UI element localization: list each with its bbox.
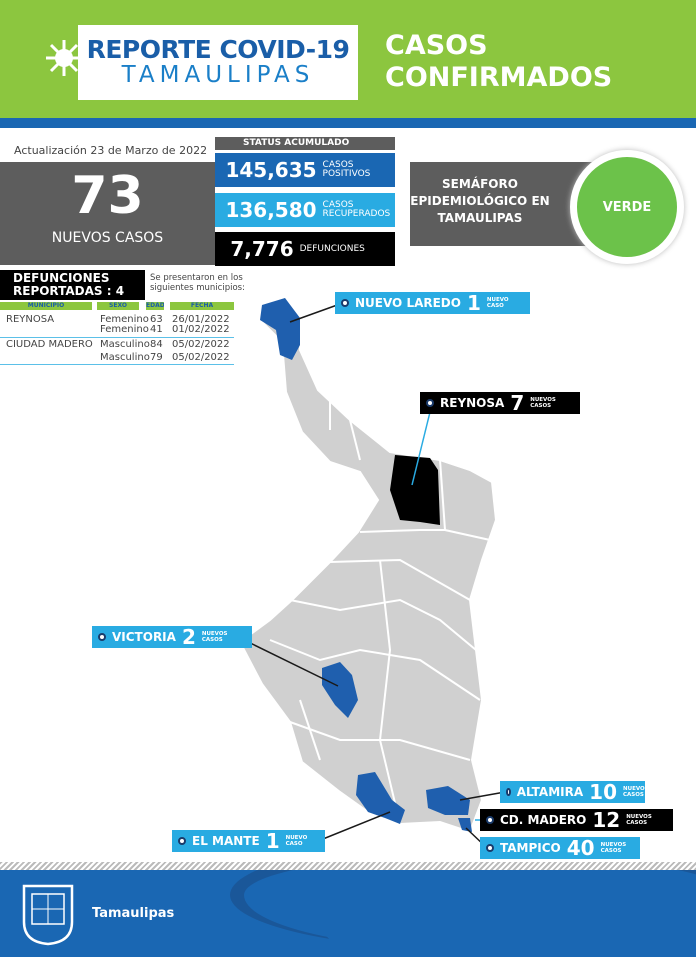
table-cell: 05/02/2022 — [172, 339, 230, 350]
stat-label: CASOS RECUPERADOS — [322, 200, 391, 219]
state-seal-icon — [22, 884, 74, 946]
table-cell: 05/02/2022 — [172, 352, 230, 363]
map-label-victoria: VICTORIA 2 NUEVOS CASOS — [92, 625, 252, 649]
case-count: 1 — [466, 291, 481, 315]
municipality-name: TAMPICO — [500, 841, 561, 855]
case-unit: NUEVOS CASOS — [530, 397, 556, 409]
case-count: 2 — [181, 625, 196, 649]
update-date: Actualización 23 de Marzo de 2022 — [14, 144, 208, 157]
case-unit: NUEVO CASO — [486, 297, 509, 309]
case-unit: NUEVO CASO — [285, 835, 308, 847]
col-fecha: FECHA DEFUNCIÓN — [170, 302, 234, 310]
new-cases-label: NUEVOS CASOS — [51, 230, 164, 246]
pin-icon — [486, 844, 494, 852]
municipality-name: ALTAMIRA — [516, 785, 584, 799]
deaths-title-line2: REPORTADAS : 4 — [13, 284, 125, 298]
title-line2: CONFIRMADOS — [385, 62, 613, 93]
map-label-reynosa: REYNOSA 7 NUEVOS CASOS — [420, 391, 580, 415]
title-line1: CASOS — [385, 30, 488, 61]
col-sexo: SEXO — [97, 302, 139, 310]
table-cell: Femenino — [100, 314, 149, 325]
region-el-mante — [356, 772, 405, 824]
status-title: STATUS ACUMULADO — [215, 137, 395, 150]
case-unit: NUEVOS CASOS — [201, 631, 228, 643]
table-cell: REYNOSA — [6, 314, 55, 325]
pin-icon — [341, 299, 349, 307]
municipality-name: REYNOSA — [440, 396, 505, 410]
table-cell: 01/02/2022 — [172, 324, 230, 335]
case-count: 12 — [592, 808, 621, 832]
municipality-name: NUEVO LAREDO — [355, 296, 461, 310]
table-cell: 63 — [150, 314, 163, 325]
deaths-title: DEFUNCIONES REPORTADAS : 4 — [0, 270, 145, 300]
municipality-name: EL MANTE — [192, 834, 260, 848]
semaforo-label: SEMÁFORO EPIDEMIOLÓGICO EN TAMAULIPAS — [410, 162, 600, 246]
stat-positive: 145,635 CASOS POSITIVOS — [215, 153, 395, 187]
case-count: 40 — [566, 836, 595, 860]
case-count: 1 — [265, 829, 280, 853]
stat-label: CASOS POSITIVOS — [322, 160, 371, 179]
case-unit: NUEVOS CASOS — [623, 786, 649, 798]
table-cell: Masculino — [100, 352, 150, 363]
footer-stripes — [0, 862, 696, 870]
pin-icon — [98, 633, 106, 641]
new-cases-box: 73 NUEVOS CASOS — [0, 162, 215, 265]
col-municipio: MUNICIPIO — [0, 302, 92, 310]
table-cell: Masculino — [100, 339, 150, 350]
map-label-nuevo-laredo: NUEVO LAREDO 1 NUEVO CASO — [335, 291, 530, 315]
footer-swoosh — [230, 870, 696, 950]
page-title: CASOS CONFIRMADOS — [385, 30, 612, 94]
stat-value: 7,776 — [230, 237, 294, 261]
header-stripe — [0, 118, 696, 128]
footer-brand: Tamaulipas — [92, 906, 175, 921]
municipality-name: VICTORIA — [112, 630, 176, 644]
stat-recovered: 136,580 CASOS RECUPERADOS — [215, 193, 395, 227]
map-label-tampico: TAMPICO 40 NUEVOS CASOS — [480, 836, 640, 860]
region-tampico — [458, 818, 472, 832]
pin-icon — [506, 788, 511, 796]
table-cell: 41 — [150, 324, 163, 335]
pin-icon — [178, 837, 186, 845]
report-logo: REPORTE COVID-19 TAMAULIPAS — [78, 25, 358, 100]
stat-deaths: 7,776 DEFUNCIONES — [215, 232, 395, 266]
deaths-note: Se presentaron en los siguientes municip… — [150, 273, 245, 293]
col-edad: EDAD — [146, 302, 164, 310]
tamaulipas-map — [238, 296, 506, 849]
stat-label: DEFUNCIONES — [299, 243, 365, 254]
case-unit: NUEVOS CASOS — [600, 842, 627, 854]
map-label-cd-madero: CD. MADERO 12 NUEVOS CASOS — [480, 808, 673, 832]
pin-icon — [486, 816, 494, 824]
municipality-borders — [269, 349, 491, 825]
virus-icon — [46, 40, 82, 76]
deaths-title-line1: DEFUNCIONES — [13, 271, 110, 285]
case-count: 7 — [510, 391, 525, 415]
state-shape — [238, 296, 498, 834]
map-label-altamira: ALTAMIRA 10 NUEVOS CASOS — [500, 780, 649, 804]
logo-title: REPORTE COVID-19 — [86, 35, 350, 64]
table-cell: 26/01/2022 — [172, 314, 230, 325]
table-cell: CIUDAD MADERO — [6, 339, 93, 350]
region-victoria — [322, 662, 358, 718]
row-divider — [0, 337, 234, 338]
case-count: 10 — [589, 780, 617, 804]
table-cell: 84 — [150, 339, 163, 350]
table-cell: Femenino — [100, 324, 149, 335]
map-label-el-mante: EL MANTE 1 NUEVO CASO — [172, 829, 325, 853]
new-cases-value: 73 — [71, 166, 144, 226]
region-reynosa — [390, 455, 440, 525]
footer — [0, 870, 696, 957]
leader-lines — [239, 303, 506, 849]
table-cell: 79 — [150, 352, 163, 363]
municipality-name: CD. MADERO — [500, 813, 587, 827]
semaforo-light: VERDE — [570, 150, 684, 264]
pin-icon — [426, 399, 434, 407]
region-nuevo-laredo — [260, 298, 300, 360]
stat-value: 136,580 — [225, 198, 317, 222]
logo-subtitle: TAMAULIPAS — [121, 62, 315, 88]
stat-value: 145,635 — [225, 158, 317, 182]
row-divider — [0, 364, 234, 365]
region-altamira — [426, 786, 470, 815]
case-unit: NUEVOS CASOS — [626, 814, 652, 826]
